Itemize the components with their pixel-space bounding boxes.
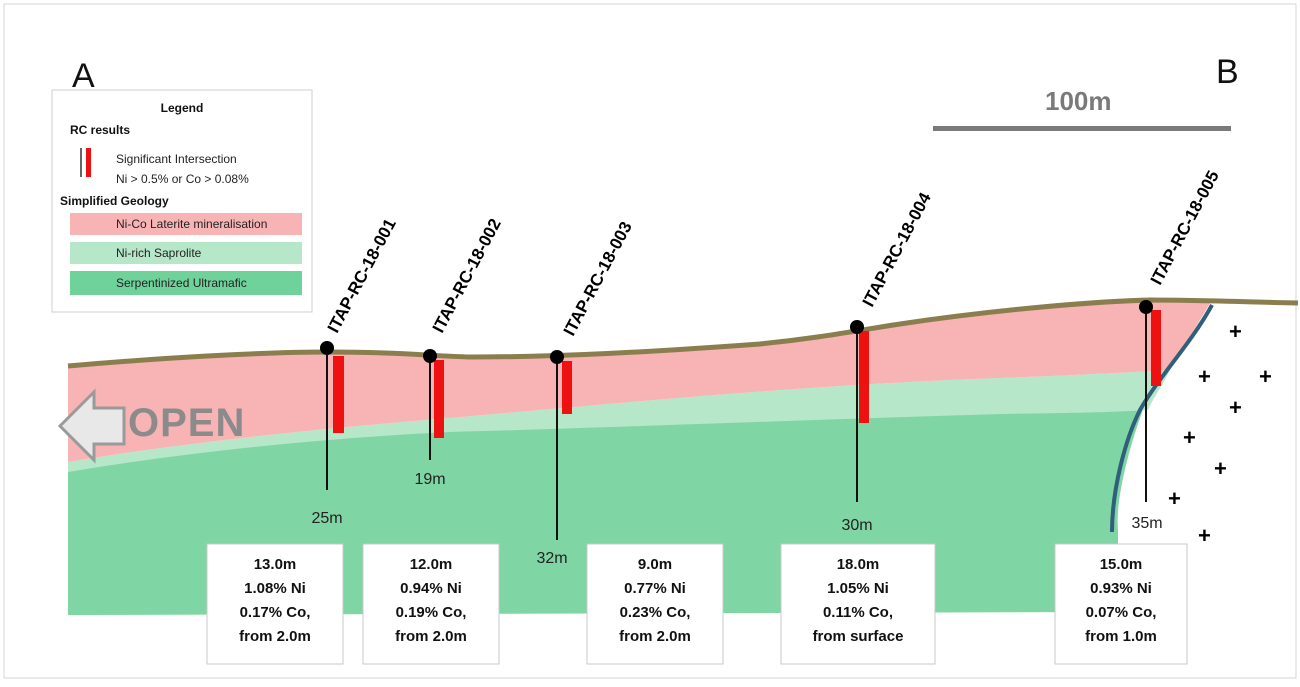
- legend-intersection-swatch: [86, 148, 91, 177]
- result-interval: 12.0m: [410, 556, 453, 573]
- collar-marker: [423, 349, 437, 363]
- surface-topography: [67, 297, 1299, 369]
- intrusive-contact: [1110, 304, 1214, 533]
- result-ni: 0.93% Ni: [1090, 580, 1152, 597]
- plus-symbol: +: [1198, 364, 1211, 389]
- intersection-bar: [562, 361, 572, 414]
- legend-geology-header: Simplified Geology: [60, 194, 169, 208]
- collar-marker: [850, 320, 864, 334]
- scale-bar-label: 100m: [1045, 86, 1112, 116]
- intersection-bar: [1151, 310, 1161, 386]
- collar-marker: [1139, 300, 1153, 314]
- result-interval: 9.0m: [638, 556, 672, 573]
- result-interval: 15.0m: [1100, 556, 1143, 573]
- plus-symbol: +: [1259, 364, 1272, 389]
- intersection-bar: [333, 356, 344, 433]
- hole-depth-label: 19m: [414, 471, 445, 488]
- result-from: from 2.0m: [239, 628, 311, 645]
- result-ni: 1.05% Ni: [827, 580, 889, 597]
- collar-marker: [550, 350, 564, 364]
- result-interval: 13.0m: [254, 556, 297, 573]
- hole-depth-label: 32m: [536, 550, 567, 567]
- result-co: 0.19% Co,: [396, 604, 467, 621]
- left-arrow-icon: [57, 388, 126, 464]
- scale-bar-line: [933, 126, 1231, 131]
- plus-symbol: +: [1183, 425, 1196, 450]
- result-co: 0.23% Co,: [620, 604, 691, 621]
- result-from: from surface: [813, 628, 904, 645]
- laterite-unit: [68, 300, 1212, 462]
- scale-bar: 100m: [933, 86, 1231, 131]
- result-ni: 1.08% Ni: [244, 580, 306, 597]
- result-box: [206, 543, 344, 665]
- collar-marker: [320, 341, 334, 355]
- hole-depth-label: 35m: [1131, 515, 1162, 532]
- legend-intersection-label: Significant Intersection: [116, 152, 237, 166]
- result-co: 0.11% Co,: [823, 604, 893, 621]
- open-arrow: OPEN: [57, 388, 245, 464]
- legend-intersection-criteria: Ni > 0.5% or Co > 0.08%: [116, 172, 249, 186]
- plus-symbol: +: [1229, 319, 1242, 344]
- result-box: [586, 543, 724, 665]
- result-box: [1054, 543, 1188, 665]
- legend-ultramafic-swatch: [70, 271, 302, 295]
- legend-title: Legend: [161, 101, 204, 115]
- legend-ultramafic-label: Serpentinized Ultramafic: [116, 276, 247, 290]
- legend-saprolite-label: Ni-rich Saprolite: [116, 246, 202, 260]
- result-from: from 2.0m: [619, 628, 691, 645]
- intrusive-plus-symbols: + + + + + + + +: [1168, 319, 1272, 548]
- legend-saprolite-swatch: [70, 242, 302, 264]
- result-ni: 0.77% Ni: [624, 580, 686, 597]
- section-end-label: B: [1216, 53, 1239, 91]
- legend-rc-header: RC results: [70, 123, 130, 137]
- open-label: OPEN: [128, 401, 245, 445]
- result-ni: 0.94% Ni: [400, 580, 462, 597]
- result-co: 0.07% Co,: [1086, 604, 1157, 621]
- legend: Legend RC results Significant Intersecti…: [51, 89, 313, 313]
- legend-laterite-swatch: [70, 213, 302, 235]
- plus-symbol: +: [1168, 486, 1181, 511]
- result-from: from 1.0m: [1085, 628, 1157, 645]
- saprolite-unit: [68, 370, 1170, 472]
- result-from: from 2.0m: [395, 628, 467, 645]
- hole-depth-label: 30m: [841, 517, 872, 534]
- result-box: [780, 543, 936, 665]
- result-co: 0.17% Co,: [240, 604, 311, 621]
- plus-symbol: +: [1198, 523, 1211, 548]
- result-interval: 18.0m: [837, 556, 880, 573]
- legend-laterite-label: Ni-Co Laterite mineralisation: [116, 217, 267, 231]
- plus-symbol: +: [1229, 395, 1242, 420]
- result-box: [362, 543, 500, 665]
- hole-depth-label: 25m: [311, 510, 342, 527]
- plus-symbol: +: [1214, 456, 1227, 481]
- section-start-label: A: [72, 57, 95, 95]
- intersection-bar: [434, 360, 444, 438]
- intersection-bar: [859, 331, 869, 423]
